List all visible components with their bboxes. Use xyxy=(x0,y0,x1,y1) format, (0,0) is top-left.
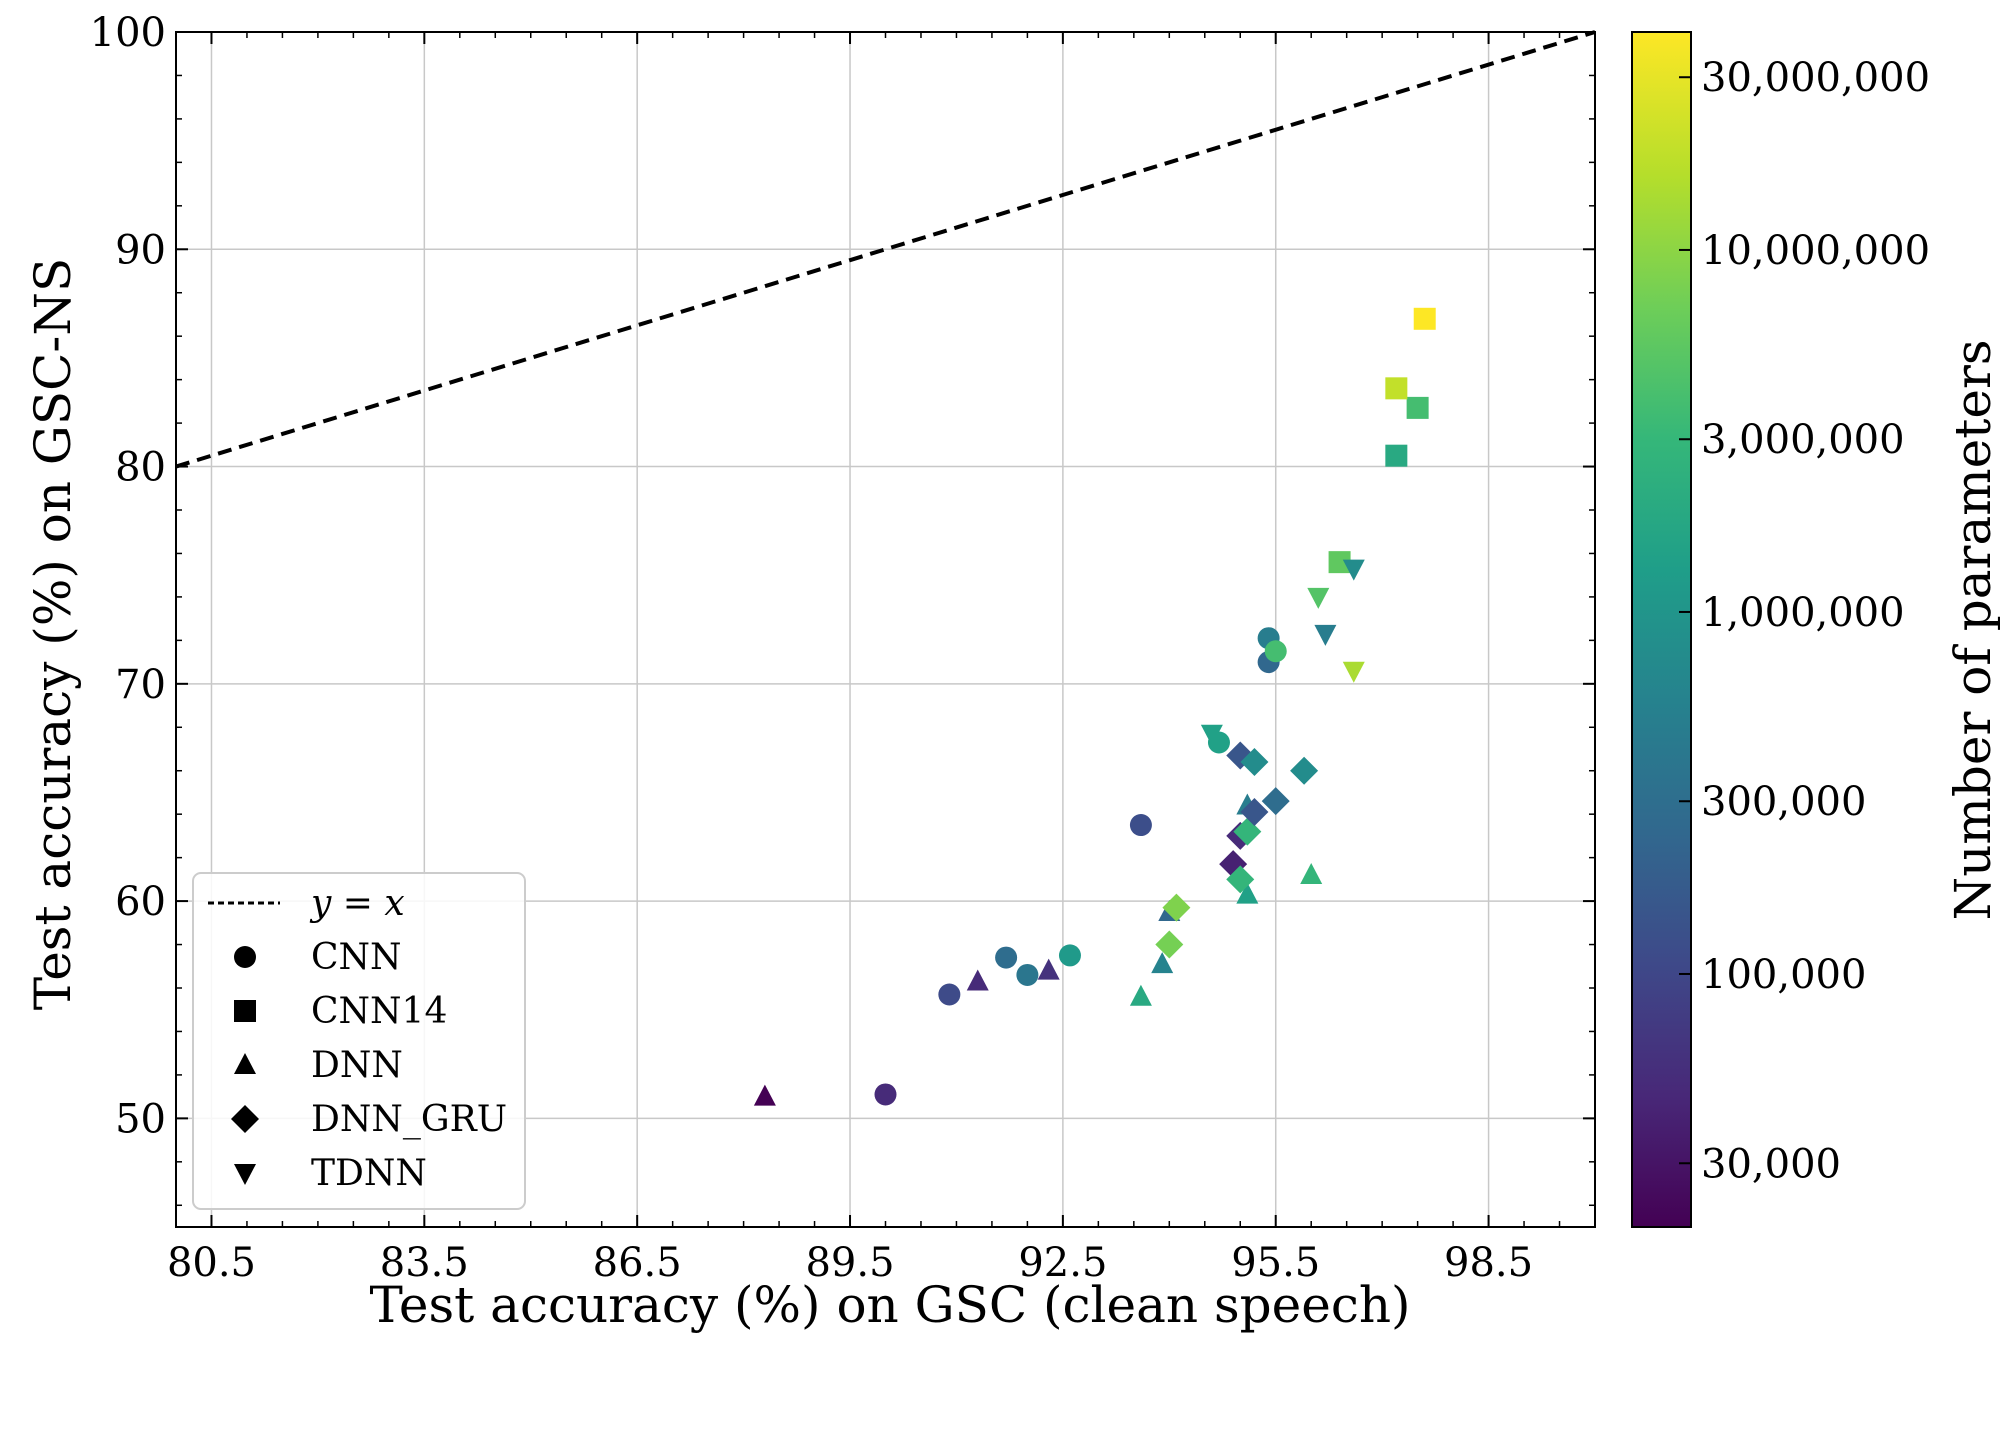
colorbar-title: Number of parameters xyxy=(1944,339,2000,920)
x-tick-label: 92.5 xyxy=(1018,1240,1107,1286)
reference-line xyxy=(175,30,1596,469)
series-cnn xyxy=(874,627,1287,1106)
legend-marker-square xyxy=(234,1000,256,1022)
y-tick-label: 50 xyxy=(115,1096,166,1142)
legend-item: DNN_GRU xyxy=(231,1099,507,1140)
legend-item: CNN14 xyxy=(234,991,447,1032)
data-point xyxy=(1300,863,1323,885)
data-point xyxy=(1155,930,1184,959)
data-point xyxy=(874,1083,897,1106)
legend-label: CNN xyxy=(311,937,402,978)
data-point xyxy=(938,983,961,1006)
x-tick-label: 95.5 xyxy=(1231,1240,1320,1286)
y-tick-label: 70 xyxy=(115,662,166,708)
data-point xyxy=(1058,944,1081,967)
y-tick-label: 60 xyxy=(115,879,166,925)
data-points xyxy=(753,307,1436,1106)
colorbar-tick-label: 10,000,000 xyxy=(1701,228,1930,274)
data-point xyxy=(1264,640,1287,663)
legend-item: y = x xyxy=(208,883,405,924)
y-axis-ticks: 50 60 70 80 90 100 xyxy=(90,10,1595,1207)
data-point xyxy=(1162,893,1191,922)
data-point xyxy=(966,969,989,991)
colorbar-tick-label: 100,000 xyxy=(1701,952,1866,998)
legend-marker-triangle-down xyxy=(234,1164,256,1185)
legend-label: DNN xyxy=(311,1045,403,1086)
legend-box xyxy=(192,872,526,1210)
data-point xyxy=(1200,724,1223,746)
colorbar-border xyxy=(1631,31,1692,1228)
data-point xyxy=(1240,748,1269,777)
colorbar: 30,000 100,000 300,000 1,000,000 3,000,000 10… xyxy=(1631,31,1930,1228)
data-point xyxy=(1129,814,1152,837)
legend: y = x CNN CNN14 DNN DNN_GRU TDNN xyxy=(192,872,526,1210)
series-tdnn xyxy=(1200,559,1365,746)
x-tick-label: 80.5 xyxy=(167,1240,256,1286)
series-cnn14 xyxy=(1328,307,1436,574)
data-point xyxy=(1406,396,1429,419)
legend-item: CNN xyxy=(234,937,402,978)
colorbar-tick-label: 30,000,000 xyxy=(1701,55,1930,101)
data-point xyxy=(1016,963,1039,986)
x-axis-title: Test accuracy (%) on GSC (clean speech) xyxy=(369,1276,1410,1334)
data-point xyxy=(1385,444,1408,467)
x-tick-label: 98.5 xyxy=(1444,1240,1533,1286)
data-point xyxy=(1328,551,1351,574)
legend-label: TDNN xyxy=(311,1153,427,1194)
x-tick-label: 83.5 xyxy=(380,1240,469,1286)
colorbar-gradient xyxy=(1632,32,1691,1227)
legend-marker-circle xyxy=(234,946,256,968)
x-tick-label: 89.5 xyxy=(805,1240,894,1286)
legend-item: DNN xyxy=(234,1045,403,1086)
legend-marker-diamond xyxy=(231,1105,259,1133)
data-point xyxy=(1307,587,1330,609)
data-point xyxy=(1314,624,1337,646)
data-point xyxy=(1261,787,1290,816)
data-point xyxy=(1385,377,1408,400)
x-axis-ticks: 80.5 83.5 86.5 89.5 92.5 95.5 98.5 xyxy=(167,32,1596,1286)
y-equals-x-line xyxy=(175,30,1596,469)
x-tick-label: 86.5 xyxy=(593,1240,682,1286)
data-point xyxy=(1290,756,1319,785)
data-point xyxy=(1342,559,1365,581)
legend-label: y = x xyxy=(309,883,405,924)
y-tick-label: 90 xyxy=(115,227,166,273)
colorbar-tick-label: 1,000,000 xyxy=(1701,590,1905,636)
data-point xyxy=(995,946,1018,969)
legend-marker-triangle-up xyxy=(234,1053,256,1074)
colorbar-tick-label: 3,000,000 xyxy=(1701,417,1905,463)
legend-item: TDNN xyxy=(234,1153,427,1194)
data-point xyxy=(1226,865,1255,894)
series-dnn-gru xyxy=(1155,741,1319,959)
data-point xyxy=(1342,661,1365,683)
data-point xyxy=(1129,984,1152,1006)
data-point xyxy=(1236,882,1259,904)
data-point xyxy=(1037,958,1060,980)
data-point xyxy=(1151,952,1174,974)
colorbar-tick-label: 300,000 xyxy=(1701,779,1866,825)
legend-label: DNN_GRU xyxy=(311,1099,507,1140)
y-tick-label: 100 xyxy=(90,10,166,56)
y-axis-title: Test accuracy (%) on GSC-NS xyxy=(24,258,82,1011)
y-tick-label: 80 xyxy=(115,445,166,491)
colorbar-tick-label: 30,000 xyxy=(1701,1141,1841,1187)
data-point xyxy=(1240,798,1269,827)
data-point xyxy=(1413,307,1436,330)
legend-label: CNN14 xyxy=(311,991,447,1032)
data-point xyxy=(753,1084,776,1106)
